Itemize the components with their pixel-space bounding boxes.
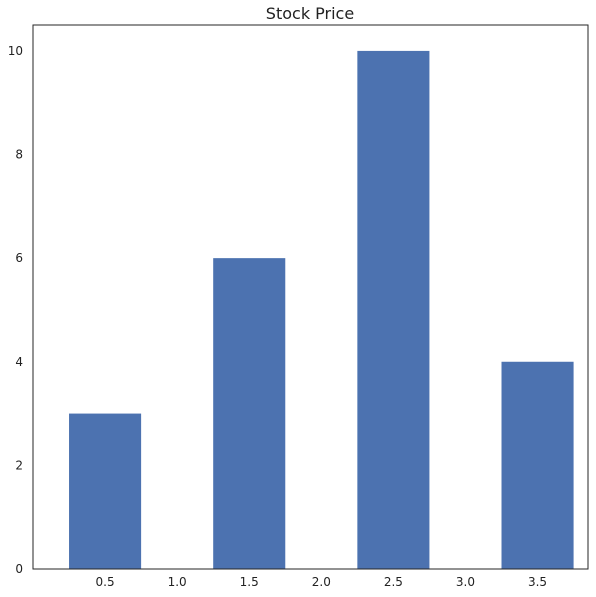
y-tick-label: 6 bbox=[15, 251, 23, 265]
bar-3.5 bbox=[501, 361, 574, 569]
y-tick-label: 2 bbox=[15, 458, 23, 472]
x-tick-label: 2.0 bbox=[312, 575, 331, 589]
bar-0.5 bbox=[69, 413, 142, 569]
y-axis-ticks: 0 2 4 6 8 10 bbox=[8, 44, 23, 576]
y-tick-label: 8 bbox=[15, 148, 23, 162]
x-axis-ticks: 0.5 1.0 1.5 2.0 2.5 3.0 3.5 bbox=[96, 575, 548, 589]
x-tick-label: 2.5 bbox=[384, 575, 403, 589]
x-tick-label: 1.5 bbox=[240, 575, 259, 589]
x-tick-label: 1.0 bbox=[168, 575, 187, 589]
y-tick-label: 10 bbox=[8, 44, 23, 58]
x-tick-label: 0.5 bbox=[96, 575, 115, 589]
y-tick-label: 4 bbox=[15, 355, 23, 369]
bar-1.5 bbox=[213, 258, 286, 569]
x-tick-label: 3.0 bbox=[456, 575, 475, 589]
chart-title: Stock Price bbox=[266, 4, 354, 23]
y-tick-label: 0 bbox=[15, 562, 23, 576]
bars-layer bbox=[69, 50, 574, 569]
bar-2.5 bbox=[357, 50, 430, 569]
plot-frame bbox=[32, 24, 589, 570]
x-tick-label: 3.5 bbox=[528, 575, 547, 589]
